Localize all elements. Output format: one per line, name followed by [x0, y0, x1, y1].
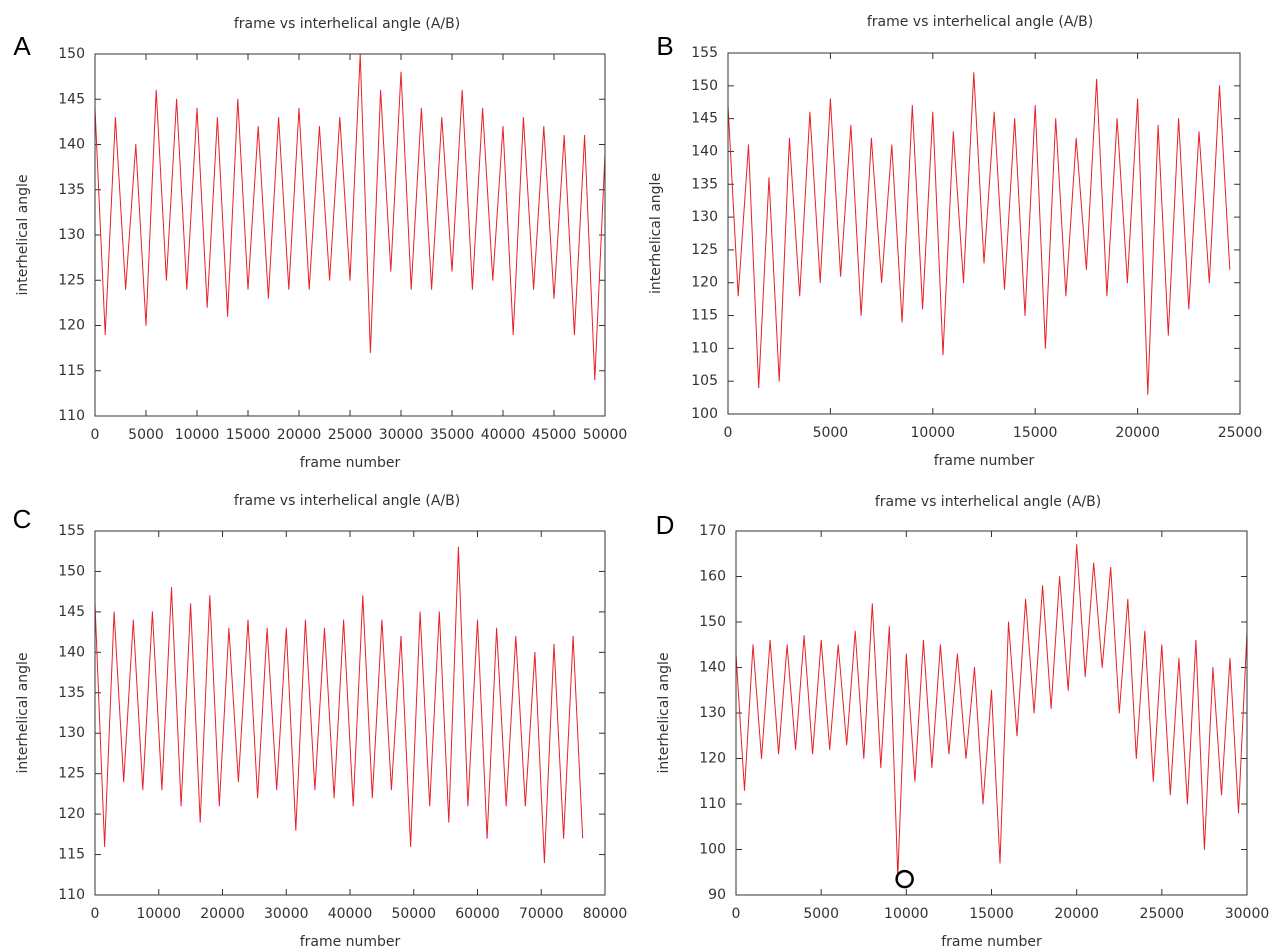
- panel-label: A: [13, 31, 31, 61]
- y-tick-label: 130: [691, 209, 718, 225]
- data-line: [735, 544, 1248, 878]
- chart-title: frame vs interhelical angle (A/B): [234, 16, 460, 32]
- data-line: [727, 72, 1231, 395]
- x-tick-label: 40000: [328, 906, 373, 922]
- y-tick-label: 120: [699, 751, 726, 767]
- x-tick-label: 40000: [481, 427, 526, 443]
- y-axis-label: interhelical angle: [15, 652, 31, 773]
- y-tick-label: 150: [58, 46, 85, 62]
- highlight-marker: [895, 869, 914, 889]
- data-line: [94, 546, 584, 864]
- x-axis-label: frame number: [300, 455, 401, 471]
- x-tick-label: 20000: [200, 906, 245, 922]
- y-tick-label: 150: [691, 78, 718, 94]
- x-tick-label: 50000: [391, 906, 436, 922]
- y-tick-label: 145: [58, 91, 85, 107]
- x-tick-label: 25000: [328, 427, 373, 443]
- y-tick-label: 170: [699, 523, 726, 539]
- x-tick-label: 45000: [532, 427, 577, 443]
- x-tick-label: 60000: [455, 906, 500, 922]
- y-tick-label: 110: [691, 340, 718, 356]
- y-tick-label: 155: [58, 523, 85, 539]
- chart-title: frame vs interhelical angle (A/B): [875, 494, 1101, 510]
- y-tick-label: 100: [691, 406, 718, 422]
- y-tick-label: 125: [58, 272, 85, 288]
- y-tick-label: 120: [58, 806, 85, 822]
- x-tick-label: 25000: [1218, 425, 1263, 441]
- x-tick-label: 5000: [813, 425, 849, 441]
- x-tick-label: 15000: [1013, 425, 1058, 441]
- x-tick-label: 20000: [1115, 425, 1160, 441]
- y-tick-label: 140: [699, 660, 726, 676]
- chart-title: frame vs interhelical angle (A/B): [867, 14, 1093, 30]
- x-tick-label: 35000: [430, 427, 475, 443]
- y-tick-label: 135: [691, 176, 718, 192]
- y-tick-label: 130: [699, 705, 726, 721]
- y-tick-label: 135: [58, 182, 85, 198]
- plot-frame: [94, 53, 606, 417]
- y-tick-label: 160: [699, 569, 726, 585]
- x-tick-label: 30000: [264, 906, 309, 922]
- panel-label: C: [13, 504, 32, 534]
- x-tick-label: 10000: [911, 425, 956, 441]
- x-tick-label: 30000: [379, 427, 424, 443]
- y-tick-label: 140: [58, 644, 85, 660]
- y-tick-label: 125: [58, 766, 85, 782]
- y-axis-label: interhelical angle: [656, 652, 672, 773]
- y-tick-label: 110: [58, 887, 85, 903]
- y-tick-label: 110: [58, 408, 85, 424]
- plot-frame: [727, 52, 1241, 415]
- x-axis-label: frame number: [934, 453, 1035, 469]
- y-axis-label: interhelical angle: [15, 174, 31, 295]
- x-tick-label: 0: [724, 425, 733, 441]
- x-tick-label: 0: [732, 906, 741, 922]
- data-line: [94, 53, 606, 381]
- x-tick-label: 0: [91, 427, 100, 443]
- x-tick-label: 70000: [519, 906, 564, 922]
- x-tick-label: 10000: [884, 906, 929, 922]
- x-tick-label: 10000: [136, 906, 181, 922]
- y-axis-label: interhelical angle: [648, 173, 664, 294]
- x-axis-label: frame number: [941, 934, 1042, 949]
- x-tick-label: 10000: [175, 427, 220, 443]
- x-tick-label: 0: [91, 906, 100, 922]
- y-tick-label: 145: [691, 111, 718, 127]
- x-tick-label: 25000: [1140, 906, 1185, 922]
- y-tick-label: 115: [691, 308, 718, 324]
- y-tick-label: 150: [699, 614, 726, 630]
- y-tick-label: 140: [58, 137, 85, 153]
- y-tick-label: 100: [699, 842, 726, 858]
- plot-frame: [735, 530, 1248, 896]
- y-tick-label: 110: [699, 796, 726, 812]
- x-tick-label: 5000: [128, 427, 164, 443]
- x-tick-label: 20000: [277, 427, 322, 443]
- y-tick-label: 140: [691, 143, 718, 159]
- x-tick-label: 20000: [1054, 906, 1099, 922]
- x-tick-label: 15000: [226, 427, 271, 443]
- y-tick-label: 115: [58, 363, 85, 379]
- x-tick-label: 30000: [1225, 906, 1269, 922]
- y-tick-label: 130: [58, 725, 85, 741]
- y-tick-label: 105: [691, 373, 718, 389]
- x-tick-label: 50000: [583, 427, 628, 443]
- x-tick-label: 15000: [969, 906, 1014, 922]
- y-tick-label: 135: [58, 685, 85, 701]
- y-tick-label: 120: [58, 318, 85, 334]
- chart-title: frame vs interhelical angle (A/B): [234, 493, 460, 509]
- y-tick-label: 125: [691, 242, 718, 258]
- plot-frame: [94, 530, 606, 896]
- y-tick-label: 155: [691, 45, 718, 61]
- y-tick-label: 150: [58, 563, 85, 579]
- y-tick-label: 90: [708, 887, 726, 903]
- panel-label: D: [656, 510, 675, 540]
- y-tick-label: 130: [58, 227, 85, 243]
- y-tick-label: 145: [58, 604, 85, 620]
- x-tick-label: 80000: [583, 906, 628, 922]
- y-tick-label: 115: [58, 847, 85, 863]
- x-tick-label: 5000: [803, 906, 839, 922]
- panel-label: B: [656, 31, 673, 61]
- y-tick-label: 120: [691, 275, 718, 291]
- x-axis-label: frame number: [300, 934, 401, 949]
